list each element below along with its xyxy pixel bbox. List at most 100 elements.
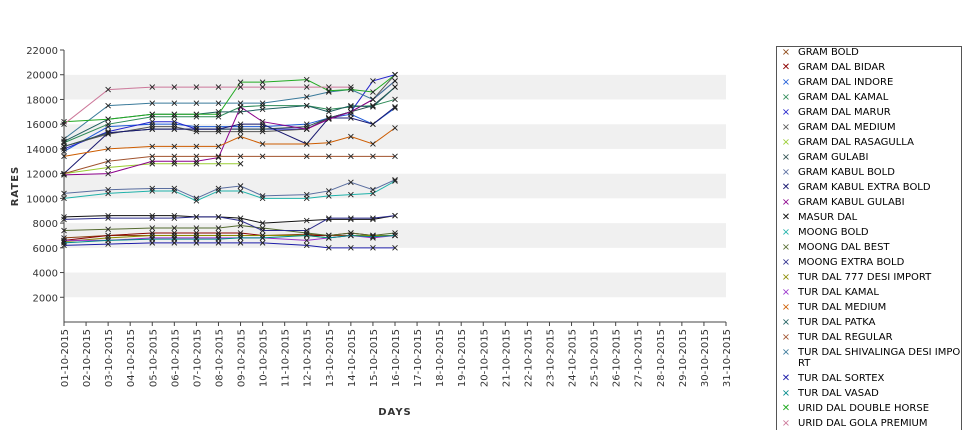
data-point-marker [61,143,67,150]
data-point-marker [105,190,111,197]
data-point-marker [325,215,332,221]
data-point-marker [149,153,156,160]
data-point-marker [193,113,200,120]
data-point-marker [325,244,332,251]
data-point-marker [237,230,244,236]
data-point-marker [303,195,310,202]
legend-label: GRAM DAL RASAGULLA [798,137,914,148]
data-point-marker [348,153,354,160]
grid-band [64,272,726,298]
data-point-marker [149,188,156,194]
data-point-marker [303,237,310,244]
data-point-marker [325,84,332,90]
legend-item: × TUR DAL MEDIUM [777,302,961,313]
data-point-marker [193,236,200,242]
legend-marker-icon: × [781,122,791,133]
data-point-marker [215,111,222,118]
data-point-marker [215,225,222,231]
data-point-marker [193,126,200,132]
data-point-marker [370,215,376,221]
data-point-marker [149,158,156,165]
data-point-marker [149,113,156,120]
data-point-marker [61,214,67,220]
data-point-marker [61,227,67,234]
legend-item: × MOONG EXTRA BOLD [777,257,961,268]
legend-item: × MOONG BOLD [777,227,961,238]
data-point-marker [149,215,156,221]
data-point-marker [237,84,244,90]
x-tick-label: 09-10-2015 [237,329,248,387]
data-point-marker [171,215,178,221]
data-point-marker [61,190,67,197]
data-point-marker [392,230,398,236]
legend-marker-icon: × [781,257,791,268]
x-tick-label: 04-10-2015 [126,329,137,387]
data-point-marker [105,116,111,123]
data-point-marker [370,104,376,110]
x-tick-label: 23-10-2015 [545,329,556,387]
data-point-marker [370,141,376,147]
data-point-marker [149,185,156,192]
legend-marker-icon: × [781,388,791,399]
y-tick-label: 22000 [26,46,58,57]
x-tick-label: 25-10-2015 [590,329,601,387]
legend-marker-icon: ✕ [781,403,791,414]
legend-marker-icon: × [781,227,791,238]
data-point-marker [348,104,354,110]
legend-marker-icon: ✕ [781,182,791,193]
legend-label: GRAM DAL KAMAL [798,92,889,103]
data-point-marker [61,237,67,244]
y-tick-label: 2000 [33,293,58,304]
data-point-marker [348,244,354,251]
data-point-marker [303,242,310,249]
data-point-marker [171,225,178,231]
data-point-marker [171,160,178,167]
data-point-marker [215,128,222,135]
legend-marker-icon: × [781,197,791,208]
data-point-marker [259,100,266,106]
legend-label: TUR DAL 777 DESI IMPORT [798,272,932,283]
legend-item: × GRAM KABUL GULABI [777,197,961,208]
data-point-marker [149,212,156,219]
x-tick-label: 12-10-2015 [303,329,314,387]
data-point-marker [392,71,398,78]
data-point-marker [325,116,332,123]
data-point-marker [259,227,266,234]
legend-item: ✕ GRAM DAL BIDAR [777,62,961,73]
legend-marker-icon: ✕ [781,212,791,223]
series-urid-dal-double-horse [61,71,398,125]
data-point-marker [392,125,398,131]
data-point-marker [193,160,200,167]
x-tick-label: 11-10-2015 [281,329,292,387]
data-point-marker [105,102,111,109]
x-tick-label: 15-10-2015 [369,329,380,387]
data-point-marker [105,235,111,241]
legend-item: × GRAM KABUL BOLD [777,167,961,178]
data-point-marker [171,123,178,130]
data-point-marker [259,240,266,246]
data-point-marker [193,158,200,165]
data-point-marker [237,240,244,246]
legend-item: ✕ URID DAL DOUBLE HORSE [777,403,961,414]
data-point-marker [171,111,178,118]
x-tick-label: 18-10-2015 [435,329,446,387]
data-point-marker [259,195,266,202]
data-point-marker [193,230,200,236]
data-point-marker [105,170,111,177]
data-point-marker [171,230,178,236]
data-point-marker [348,86,354,93]
data-point-marker [370,232,376,239]
data-point-marker [325,188,332,194]
legend-item: × TUR DAL SHIVALINGA DESI IMPORT [777,347,961,369]
data-point-marker [171,158,178,165]
data-point-marker [193,84,200,90]
data-point-marker [237,133,244,140]
legend-marker-icon: × [781,347,791,358]
data-point-marker [259,153,266,160]
legend-item: × MOONG DAL BEST [777,242,961,253]
data-point-marker [193,225,200,231]
data-point-marker [215,113,222,120]
data-point-marker [215,160,222,167]
data-point-marker [370,121,376,128]
y-tick-label: 4000 [33,269,58,280]
